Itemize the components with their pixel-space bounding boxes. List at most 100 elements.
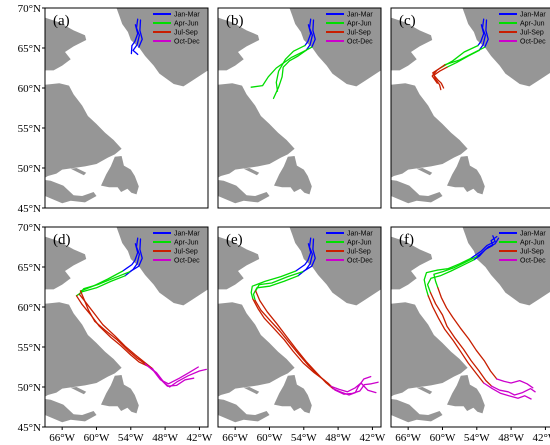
legend-label-jan-mar: Jan-Mar: [520, 231, 546, 238]
legend-label-oct-dec: Oct-Dec: [347, 39, 373, 46]
track-apr-jun-3: [423, 257, 472, 297]
lon-tick-label: 54°W: [464, 432, 490, 444]
legend-label-apr-jun: Apr-Jun: [174, 21, 199, 28]
lat-tick-label: 55°N: [18, 342, 41, 354]
legend-label-jul-sep: Jul-Sep: [520, 30, 544, 37]
lon-tick-label: 48°W: [152, 432, 178, 444]
panel-label: (c): [399, 13, 416, 29]
land-greenland: [289, 227, 381, 306]
track-oct-dec-1: [147, 365, 207, 388]
land-newfoundland: [447, 375, 485, 414]
land-newfoundland: [274, 156, 312, 195]
panel-label: (e): [226, 232, 243, 248]
track-apr-jun-2: [250, 46, 313, 88]
lat-tick-label: 65°N: [18, 262, 41, 274]
land-nova-scotia: [391, 399, 443, 423]
lat-tick-label: 60°N: [18, 302, 41, 314]
legend: Jan-Mar Apr-Jun Jul-Sep Oct-Dec: [326, 12, 373, 46]
legend-label-jul-sep: Jul-Sep: [174, 249, 198, 256]
legend-label-apr-jun: Apr-Jun: [174, 240, 199, 247]
panel-label: (d): [53, 232, 71, 248]
panel-frame: [44, 226, 209, 428]
track-jul-sep-2: [431, 64, 446, 84]
track-oct-dec-2: [496, 378, 534, 389]
track-jan-mar-2: [138, 19, 143, 48]
lon-tick-label: 60°W: [430, 432, 456, 444]
land-newfoundland: [101, 156, 139, 195]
map-panel-d: Jan-Mar Apr-Jun Jul-Sep Oct-Dec (d): [44, 226, 209, 428]
track-oct-dec-3: [483, 382, 532, 400]
lon-tick-label: 54°W: [291, 432, 317, 444]
track-jan-mar-2: [301, 238, 316, 273]
track-apr-jun-2: [433, 255, 478, 289]
land-baffin: [391, 227, 433, 290]
land-labrador: [391, 302, 468, 397]
track-jul-sep-1: [75, 295, 149, 367]
track-oct-dec-2: [332, 375, 372, 396]
panel-label: (a): [53, 13, 70, 29]
track-jul-sep-3: [252, 298, 332, 387]
legend-label-jan-mar: Jan-Mar: [174, 12, 200, 19]
lon-tick-label: 66°W: [222, 432, 248, 444]
lon-tick-label: 60°W: [84, 432, 110, 444]
land-nova-scotia: [218, 180, 270, 204]
land-anticosti: [416, 168, 433, 176]
panel-frame: [217, 226, 382, 428]
lat-tick-label: 70°N: [18, 222, 41, 234]
panel-frame: [390, 226, 550, 428]
legend: Jan-Mar Apr-Jun Jul-Sep Oct-Dec: [326, 231, 373, 265]
track-apr-jun-3: [439, 44, 479, 69]
legend: Jan-Mar Apr-Jun Jul-Sep Oct-Dec: [499, 12, 546, 46]
legend-label-oct-dec: Oct-Dec: [174, 39, 200, 46]
lat-tick-label: 60°N: [18, 83, 41, 95]
land-labrador: [391, 83, 468, 178]
track-jan-mar-2: [476, 237, 500, 258]
track-apr-jun-3: [250, 270, 297, 300]
land-baffin: [218, 227, 260, 290]
track-oct-dec-3: [144, 363, 199, 385]
land-anticosti: [243, 168, 260, 176]
track-apr-jun-3: [79, 270, 124, 292]
lon-tick-label: 54°W: [118, 432, 144, 444]
lat-tick-label: 50°N: [18, 163, 41, 175]
track-jan-mar-3: [295, 243, 312, 272]
land-greenland: [116, 8, 208, 87]
track-jul-sep-3: [79, 290, 146, 365]
panel-frame: [44, 7, 209, 209]
land-labrador: [218, 302, 295, 397]
legend-label-apr-jun: Apr-Jun: [520, 240, 545, 247]
track-jan-mar-2: [311, 19, 316, 48]
legend-label-oct-dec: Oct-Dec: [520, 39, 546, 46]
land-newfoundland: [447, 156, 485, 195]
lon-tick-label: 48°W: [498, 432, 524, 444]
legend-label-jan-mar: Jan-Mar: [520, 12, 546, 19]
lat-tick-label: 50°N: [18, 382, 41, 394]
lon-tick-label: 42°W: [187, 432, 213, 444]
land-nova-scotia: [45, 399, 97, 423]
track-jul-sep-1: [429, 291, 493, 387]
lat-tick-label: 45°N: [18, 422, 41, 434]
land-anticosti: [416, 387, 433, 395]
track-jan-mar-3: [130, 24, 139, 55]
land-greenland: [116, 227, 208, 306]
map-panel-f: Jan-Mar Apr-Jun Jul-Sep Oct-Dec (f): [390, 226, 550, 428]
panel-label: (b): [226, 13, 244, 29]
track-apr-jun-1: [272, 49, 307, 100]
track-apr-jun-1: [252, 275, 299, 302]
lat-tick-label: 70°N: [18, 3, 41, 15]
map-panel-b: Jan-Mar Apr-Jun Jul-Sep Oct-Dec (b): [217, 7, 382, 209]
track-jan-mar-2: [128, 238, 143, 273]
track-jan-mar-1: [478, 18, 487, 52]
track-apr-jun-3: [275, 44, 306, 92]
map-panel-e: Jan-Mar Apr-Jun Jul-Sep Oct-Dec (e): [217, 226, 382, 428]
lon-tick-label: 66°W: [49, 432, 75, 444]
track-jan-mar-3: [477, 24, 485, 47]
legend: Jan-Mar Apr-Jun Jul-Sep Oct-Dec: [153, 231, 200, 265]
track-apr-jun-2: [444, 46, 486, 66]
legend: Jan-Mar Apr-Jun Jul-Sep Oct-Dec: [153, 12, 200, 46]
track-jan-mar-2: [484, 19, 489, 48]
legend-label-jul-sep: Jul-Sep: [520, 249, 544, 256]
land-nova-scotia: [45, 180, 97, 204]
land-labrador: [45, 83, 122, 178]
